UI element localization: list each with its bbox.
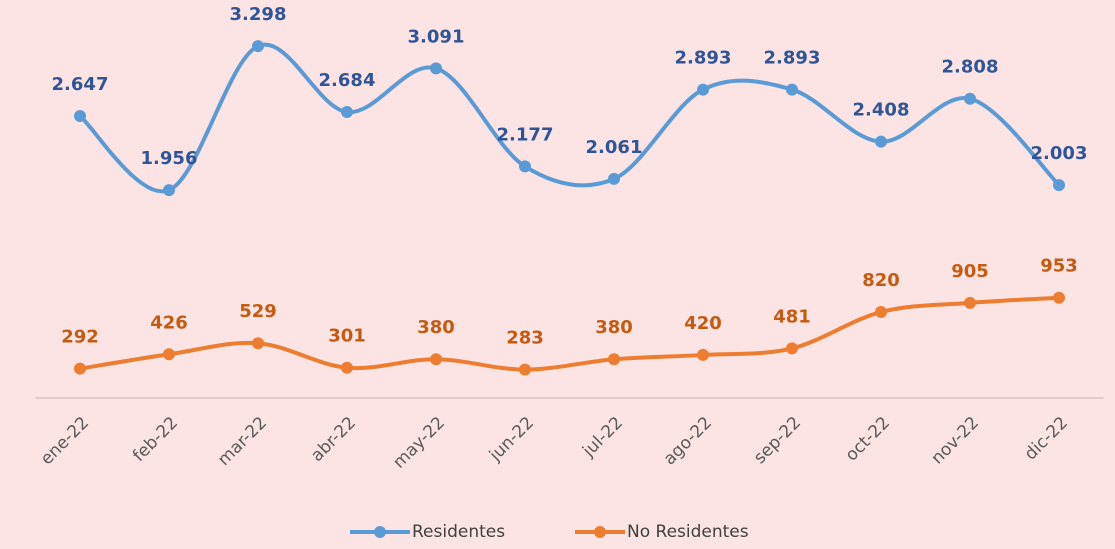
point [1053,179,1065,192]
point [430,353,442,366]
data-label: 426 [150,312,188,333]
x-tick-label: may-22 [389,413,449,473]
point [875,135,887,148]
data-label: 2.647 [52,74,109,95]
point [430,62,442,75]
data-label: 3.091 [408,26,465,47]
x-tick-label: jul-22 [578,413,627,462]
point [341,361,353,374]
point [74,362,86,375]
x-tick-label: nov-22 [928,413,984,469]
point [786,83,798,96]
point [697,348,709,361]
point [697,83,709,96]
legend-marker [594,526,606,538]
point [252,337,264,350]
point [1053,291,1065,304]
data-label: 529 [239,301,277,322]
data-label: 2.177 [497,124,554,145]
x-tick-label: abr-22 [307,413,360,466]
data-label: 953 [1040,256,1078,277]
data-label: 3.298 [230,4,287,25]
point [608,172,620,185]
point [519,160,531,173]
x-tick-label: oct-22 [842,413,894,465]
x-tick-label: jun-22 [485,413,538,466]
point [964,296,976,309]
point [786,342,798,355]
data-label: 283 [506,328,544,349]
data-label: 380 [417,317,455,338]
x-tick-label: ago-22 [660,413,716,469]
point [519,363,531,376]
point [341,106,353,119]
point [608,353,620,366]
point [964,92,976,105]
legend-label: No Residentes [627,522,749,542]
data-label: 292 [61,327,99,348]
data-label: 1.956 [141,148,198,169]
data-label: 2.893 [675,48,732,69]
data-label: 905 [951,261,989,282]
data-label: 481 [773,306,811,327]
data-label: 2.893 [764,48,821,69]
x-tick-label: mar-22 [214,413,271,470]
x-tick-label: feb-22 [129,413,182,466]
data-label: 2.408 [853,100,910,121]
data-label: 380 [595,317,633,338]
legend-label: Residentes [412,522,505,542]
data-label: 420 [684,313,722,334]
data-label: 2.684 [319,70,376,91]
series-line [78,42,1061,194]
point [252,40,264,53]
x-tick-label: sep-22 [750,413,805,468]
data-label: 301 [328,326,366,347]
point [74,109,86,122]
data-label: 2.003 [1031,143,1088,164]
point [163,184,175,197]
data-label: 2.061 [586,137,643,158]
x-tick-label: dic-22 [1021,413,1072,464]
x-tick-label: ene-22 [37,413,93,469]
point [875,306,887,319]
legend-marker [374,526,386,538]
data-label: 2.808 [942,57,999,78]
point [163,348,175,361]
series-line [79,295,1060,372]
data-label: 820 [862,270,900,291]
